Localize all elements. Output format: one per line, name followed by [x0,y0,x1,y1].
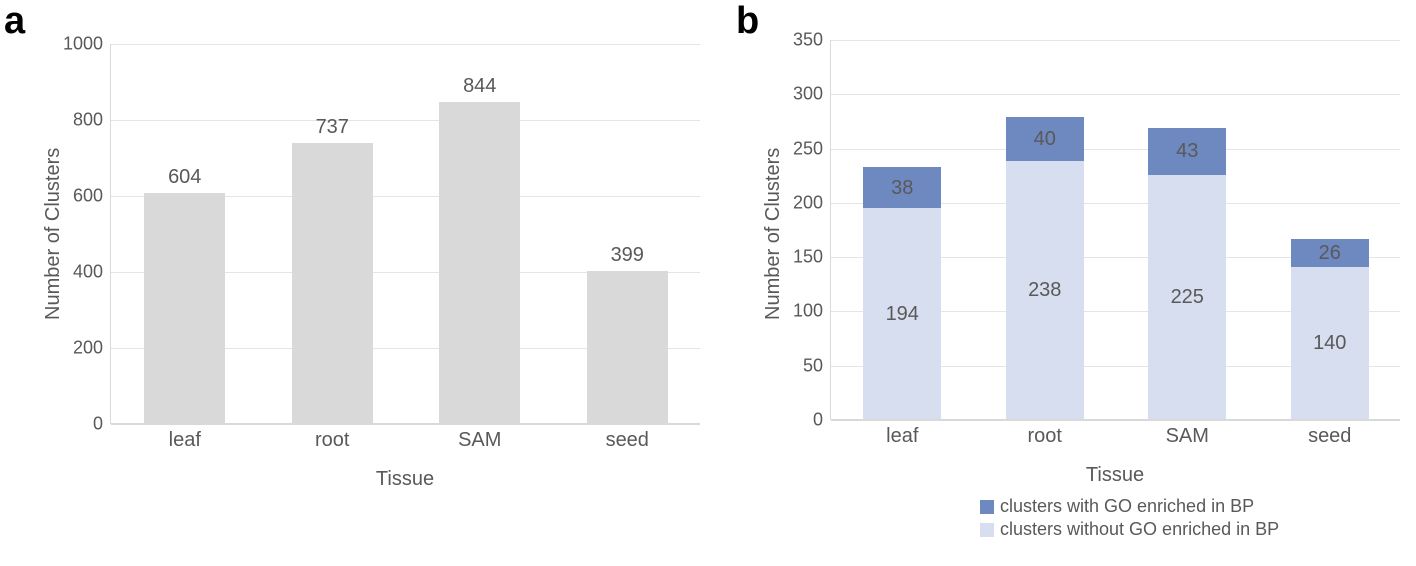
xtick: SAM [458,429,501,452]
legend-item: clusters with GO enriched in BP [980,496,1279,517]
bar-segment-label: 40 [1006,128,1084,151]
bar-segment-label: 43 [1148,140,1226,163]
stacked-bar [1291,239,1369,419]
panel-a-plot: 02004006008001000604leaf737root844SAM399… [110,44,700,424]
xtick: root [1028,425,1062,448]
gridline [111,120,700,121]
ytick: 200 [73,338,103,359]
ytick: 300 [793,84,823,105]
bar [587,271,668,423]
gridline [831,149,1400,150]
ytick: 150 [793,247,823,268]
xtick: leaf [169,429,201,452]
legend-label: clusters with GO enriched in BP [1000,496,1254,517]
bar-segment-label: 140 [1291,332,1369,355]
ytick: 0 [813,410,823,431]
panel-b-chart: 05010015020025030035019438leaf23840root2… [830,40,1400,490]
panel-a: a 02004006008001000604leaf737root844SAM3… [0,0,720,566]
ytick: 250 [793,138,823,159]
ytick: 200 [793,192,823,213]
panel-b-ylabel: Number of Clusters [762,148,785,320]
legend-label: clusters without GO enriched in BP [1000,519,1279,540]
bar-value-label: 399 [587,244,668,267]
panel-a-label: a [4,0,25,43]
xtick: seed [606,429,649,452]
bar [144,193,225,423]
gridline [831,40,1400,41]
ytick: 350 [793,30,823,51]
bar-segment-label: 238 [1006,279,1084,302]
panel-b-legend: clusters with GO enriched in BP clusters… [980,494,1279,540]
bar-segment-label: 26 [1291,242,1369,265]
xtick: seed [1308,425,1351,448]
ytick: 100 [793,301,823,322]
panel-b: b 0 50 100 150 200 250 300 350 194 38 leaf 238 40 roo… [720,0,1416,566]
legend-swatch-icon [980,523,994,537]
figure: a 02004006008001000604leaf737root844SAM3… [0,0,1416,566]
bar-segment-label: 194 [863,303,941,326]
panel-a-xlabel: Tissue [376,468,434,491]
stacked-bar [1006,117,1084,419]
bar-segment-label: 225 [1148,286,1226,309]
bar [439,102,520,423]
bar-segment-label: 38 [863,177,941,200]
ytick: 600 [73,186,103,207]
ytick: 800 [73,110,103,131]
panel-b-plot: 05010015020025030035019438leaf23840root2… [830,40,1400,420]
ytick: 50 [803,355,823,376]
panel-a-ylabel: Number of Clusters [42,148,65,320]
xtick: root [315,429,349,452]
ytick: 400 [73,262,103,283]
xtick: leaf [886,425,918,448]
gridline [831,420,1400,421]
xtick: SAM [1166,425,1209,448]
bar-value-label: 844 [439,75,520,98]
panel-b-label: b [736,0,759,43]
bar [292,143,373,423]
legend-item: clusters without GO enriched in BP [980,519,1279,540]
gridline [831,94,1400,95]
ytick: 1000 [63,34,103,55]
gridline [111,424,700,425]
bar-value-label: 604 [144,166,225,189]
gridline [111,44,700,45]
panel-a-chart: 02004006008001000604leaf737root844SAM399… [110,44,700,494]
legend-swatch-icon [980,500,994,514]
bar-value-label: 737 [292,116,373,139]
stacked-bar [863,167,941,419]
stacked-bar [1148,128,1226,419]
panel-b-xlabel: Tissue [1086,464,1144,487]
ytick: 0 [93,414,103,435]
